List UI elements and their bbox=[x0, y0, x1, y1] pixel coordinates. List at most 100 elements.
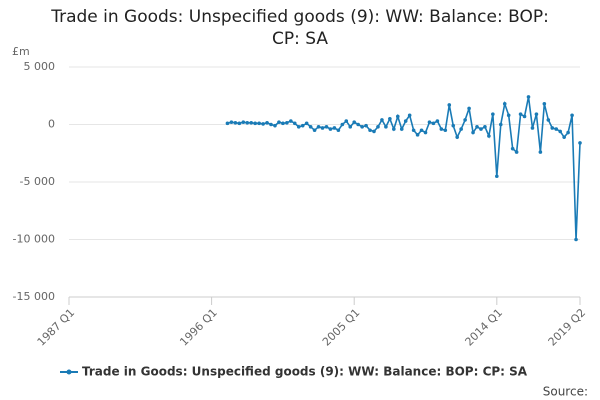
marker bbox=[372, 129, 376, 134]
marker bbox=[249, 120, 254, 125]
marker bbox=[273, 123, 277, 128]
marker bbox=[388, 116, 392, 121]
marker bbox=[431, 121, 436, 126]
marker bbox=[451, 123, 456, 128]
marker bbox=[285, 120, 289, 125]
marker bbox=[479, 127, 483, 131]
marker bbox=[447, 103, 452, 107]
marker bbox=[487, 134, 491, 138]
marker bbox=[277, 120, 281, 124]
marker bbox=[281, 121, 285, 126]
marker bbox=[491, 112, 495, 116]
marker bbox=[304, 121, 309, 126]
x-tick-label: 2005 Q1 bbox=[320, 306, 363, 349]
marker bbox=[502, 102, 507, 106]
marker bbox=[423, 130, 428, 135]
marker bbox=[399, 127, 404, 131]
series-line bbox=[227, 96, 581, 240]
y-tick-label: -5 000 bbox=[20, 175, 55, 188]
marker bbox=[562, 135, 566, 139]
marker bbox=[229, 120, 234, 124]
y-tick-label: -15 000 bbox=[13, 290, 55, 303]
marker bbox=[257, 121, 261, 126]
marker bbox=[419, 128, 424, 133]
marker bbox=[467, 106, 471, 111]
marker bbox=[269, 122, 273, 127]
y-tick-label: -10 000 bbox=[13, 233, 55, 246]
marker bbox=[475, 125, 479, 129]
marker bbox=[530, 126, 535, 130]
marker bbox=[395, 114, 400, 119]
marker bbox=[364, 123, 368, 128]
marker bbox=[542, 102, 547, 106]
marker bbox=[316, 125, 321, 129]
marker bbox=[380, 118, 384, 122]
marker bbox=[514, 150, 519, 154]
marker bbox=[443, 128, 448, 133]
marker bbox=[324, 125, 329, 129]
legend-label: Trade in Goods: Unspecified goods (9): W… bbox=[82, 365, 528, 379]
marker bbox=[336, 128, 341, 133]
marker bbox=[435, 119, 440, 123]
marker bbox=[384, 125, 388, 129]
marker bbox=[253, 121, 257, 126]
marker bbox=[506, 113, 511, 118]
marker bbox=[510, 146, 515, 151]
marker bbox=[574, 237, 578, 242]
chart-title: Trade in Goods: Unspecified goods (9): W… bbox=[51, 7, 549, 49]
y-tick-label: 5 000 bbox=[24, 60, 56, 73]
marker bbox=[352, 120, 357, 124]
marker bbox=[407, 113, 412, 118]
marker bbox=[498, 122, 503, 127]
marker bbox=[376, 125, 380, 129]
marker bbox=[241, 120, 246, 124]
marker bbox=[360, 125, 364, 129]
marker bbox=[320, 126, 325, 130]
marker bbox=[233, 120, 238, 125]
marker bbox=[526, 95, 531, 99]
marker bbox=[566, 130, 570, 135]
marker bbox=[455, 135, 460, 139]
marker bbox=[245, 120, 250, 125]
marker bbox=[392, 127, 396, 131]
marker bbox=[459, 127, 463, 131]
x-tick-label: 1987 Q1 bbox=[35, 306, 78, 349]
marker bbox=[578, 141, 582, 145]
marker bbox=[225, 121, 230, 126]
marker bbox=[348, 125, 353, 129]
y-tick-label: 0 bbox=[48, 118, 55, 131]
marker bbox=[328, 127, 333, 131]
source: Source: bbox=[543, 385, 588, 399]
marker bbox=[439, 127, 444, 131]
marker bbox=[411, 128, 416, 133]
x-tick-label: 1996 Q1 bbox=[177, 306, 220, 349]
marker bbox=[534, 112, 539, 116]
marker bbox=[332, 126, 337, 130]
marker bbox=[483, 125, 487, 129]
marker bbox=[558, 129, 562, 134]
marker bbox=[292, 121, 297, 126]
x-tick-label: 2019 Q2 bbox=[546, 306, 589, 349]
marker bbox=[471, 130, 475, 135]
marker bbox=[427, 120, 432, 124]
marker bbox=[415, 133, 420, 137]
legend-marker bbox=[66, 369, 72, 375]
marker bbox=[340, 122, 345, 127]
marker bbox=[237, 121, 242, 126]
marker bbox=[368, 128, 372, 133]
marker bbox=[300, 123, 305, 128]
marker bbox=[344, 119, 349, 123]
marker bbox=[296, 125, 301, 129]
y-axis-label: £m bbox=[12, 45, 30, 58]
marker bbox=[308, 125, 313, 129]
marker bbox=[265, 120, 269, 125]
marker bbox=[289, 119, 293, 123]
marker bbox=[518, 112, 523, 116]
marker bbox=[538, 150, 543, 154]
marker bbox=[550, 126, 555, 130]
marker bbox=[403, 119, 408, 123]
marker bbox=[554, 127, 559, 131]
marker bbox=[495, 174, 499, 179]
